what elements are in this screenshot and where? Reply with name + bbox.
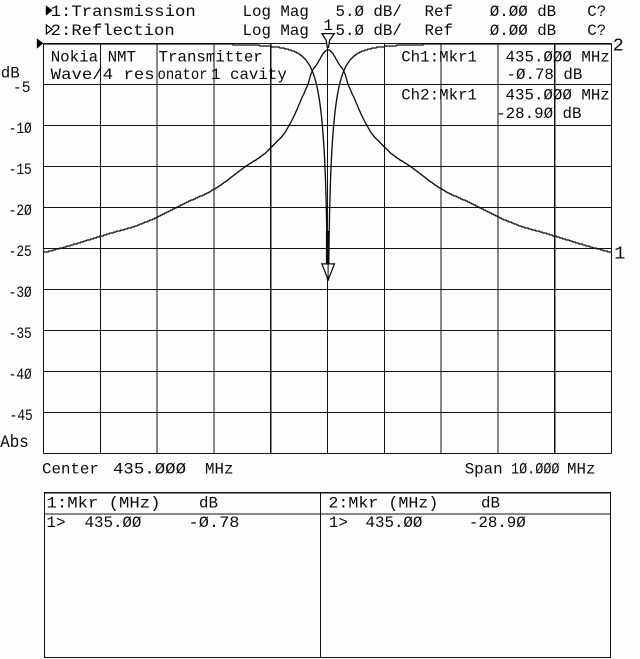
svg-text:-25: -25 <box>9 243 32 261</box>
svg-text:Ø.ØØ dB: Ø.ØØ dB <box>490 22 556 40</box>
svg-text:Center: Center <box>42 460 99 478</box>
svg-text:Wave/4 res: Wave/4 res <box>51 66 155 84</box>
svg-text:Ref: Ref <box>425 3 453 21</box>
svg-text:Log Mag: Log Mag <box>243 3 309 21</box>
svg-text:5.Ø dB/: 5.Ø dB/ <box>336 3 402 21</box>
svg-text:Ø.ØØ dB: Ø.ØØ dB <box>490 3 556 21</box>
svg-text:1>: 1> <box>47 514 66 532</box>
svg-text:1>: 1> <box>329 514 348 532</box>
svg-text:435.ØØØ MHz: 435.ØØØ MHz <box>506 87 610 105</box>
svg-text:C?: C? <box>587 3 606 21</box>
svg-text:1: 1 <box>614 244 625 265</box>
svg-text:-2Ø: -2Ø <box>9 202 33 220</box>
svg-text:dB: dB <box>1 65 20 83</box>
svg-text:2:Mkr (MHz): 2:Mkr (MHz) <box>328 494 438 512</box>
svg-text:1: 1 <box>323 17 332 35</box>
svg-text:2:Reflection: 2:Reflection <box>51 22 175 40</box>
svg-text:-35: -35 <box>9 325 32 343</box>
svg-text:onator: onator <box>158 66 208 84</box>
svg-text:-45: -45 <box>10 407 33 425</box>
svg-text:Transmitter: Transmitter <box>159 48 263 66</box>
svg-text:435.ØØ: 435.ØØ <box>366 514 423 532</box>
svg-text:Span: Span <box>465 461 503 479</box>
svg-text:435.ØØ: 435.ØØ <box>85 514 142 532</box>
svg-text:dB: dB <box>481 494 500 512</box>
svg-text:MHz: MHz <box>205 460 233 478</box>
svg-text:Abs: Abs <box>0 433 29 453</box>
svg-text:-3Ø: -3Ø <box>9 284 33 302</box>
svg-text:-Ø.78: -Ø.78 <box>189 514 240 532</box>
svg-text:-Ø.78 dB: -Ø.78 dB <box>507 66 583 84</box>
svg-text:Ref: Ref <box>425 22 453 40</box>
svg-text:MHz: MHz <box>567 461 595 479</box>
svg-text:1:Mkr (MHz): 1:Mkr (MHz) <box>47 494 161 512</box>
svg-text:Log Mag: Log Mag <box>243 22 309 40</box>
svg-text:C?: C? <box>587 22 606 40</box>
svg-text:-28.9Ø: -28.9Ø <box>469 514 526 532</box>
svg-text:Ch2:Mkr1: Ch2:Mkr1 <box>401 87 477 105</box>
svg-text:-4Ø: -4Ø <box>9 366 33 384</box>
svg-text:5.Ø dB/: 5.Ø dB/ <box>336 22 402 40</box>
svg-text:435.ØØØ: 435.ØØØ <box>113 460 187 478</box>
svg-text:-5: -5 <box>13 79 31 97</box>
svg-text:Nokia NMT: Nokia NMT <box>51 48 136 66</box>
svg-text:1Ø.ØØØ: 1Ø.ØØØ <box>511 461 560 479</box>
svg-text:dB: dB <box>199 494 218 512</box>
svg-text:435.ØØØ MHz: 435.ØØØ MHz <box>506 48 610 66</box>
svg-text:-1Ø: -1Ø <box>9 120 33 138</box>
svg-text:-28.9Ø dB: -28.9Ø dB <box>496 105 581 123</box>
svg-text:2: 2 <box>613 36 624 57</box>
svg-text:-15: -15 <box>9 161 32 179</box>
svg-text:1 cavity: 1 cavity <box>211 66 287 84</box>
svg-text:1:Transmission: 1:Transmission <box>51 3 196 21</box>
svg-text:Ch1:Mkr1: Ch1:Mkr1 <box>401 48 477 66</box>
